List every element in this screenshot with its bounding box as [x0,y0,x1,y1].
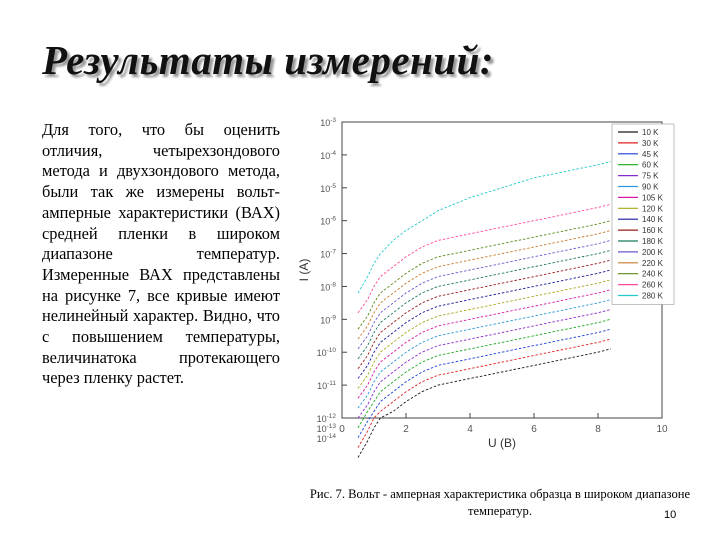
legend-label: 240 K [642,270,664,279]
series-line-14 [357,203,611,314]
legend-label: 220 K [642,259,664,268]
x-tick-label: 0 [339,424,345,435]
legend-label: 120 K [642,204,664,213]
y-tick-label: 10-12 [317,413,337,424]
series-line-15 [357,161,611,294]
y-tick-label: 10-6 [320,216,336,227]
legend-label: 105 K [642,193,664,202]
series-line-5 [357,299,611,409]
slide-title: Результаты измерений: [42,37,495,83]
plot-frame [341,121,663,419]
y-ticks: 10-3 10-4 10-5 10-6 10-7 10-8 10-9 10-10 10-11 10… [317,117,347,444]
series-line-11 [357,239,611,350]
x-tick-label: 6 [531,424,537,435]
body-paragraph: Для того, что бы оценить отличия, четыре… [42,120,280,388]
series-line-3 [357,318,611,429]
x-axis-label: U (B) [488,436,516,450]
series-line-10 [357,249,611,360]
y-tick-label: 10-11 [317,380,336,391]
iv-chart: 0 2 4 6 8 10 10-3 10-4 10-5 10-6 10-7 10-8 10-9 10-1… [297,117,675,458]
legend-label: 60 K [642,161,659,170]
legend-label: 280 K [642,292,664,301]
x-tick-label: 2 [403,424,409,435]
series-line-13 [357,220,611,330]
y-tick-label: 10-7 [320,249,336,260]
y-tick-label: 10-4 [320,150,336,161]
series-line-1 [357,338,611,448]
x-ticks: 0 2 4 6 8 10 [339,413,668,435]
x-tick-label: 4 [467,424,473,435]
x-tick-label: 8 [595,424,601,435]
legend-label: 260 K [642,281,664,290]
y-axis-label: I (A) [297,259,311,282]
legend-label: 180 K [642,237,664,246]
y-tick-label: 10-13 [317,423,337,434]
legend-label: 45 K [642,150,659,159]
legend-label: 30 K [642,139,659,148]
series-line-4 [357,309,611,419]
series-lines [357,161,611,458]
series-line-2 [357,328,611,438]
legend-label: 90 K [642,183,659,192]
y-tick-label: 10-3 [320,117,336,128]
figure-caption: Рис. 7. Вольт - амперная характеристика … [309,487,691,518]
series-line-9 [357,259,611,369]
y-tick-label: 10-14 [317,433,337,444]
legend-label: 75 K [642,172,659,181]
series-line-12 [357,230,611,340]
series-line-6 [357,289,611,399]
series-line-8 [357,269,611,379]
series-line-7 [357,279,611,389]
page-number: 10 [664,509,677,521]
y-tick-label: 10-5 [320,183,336,194]
x-tick-label: 10 [656,424,668,435]
series-line-0 [357,348,611,458]
legend-label: 10 K [642,128,659,137]
y-tick-label: 10-10 [317,347,337,358]
legend-label: 200 K [642,248,664,257]
y-tick-label: 10-8 [320,281,336,292]
legend-label: 160 K [642,226,664,235]
y-tick-label: 10-9 [320,314,336,325]
legend-label: 140 K [642,215,664,224]
